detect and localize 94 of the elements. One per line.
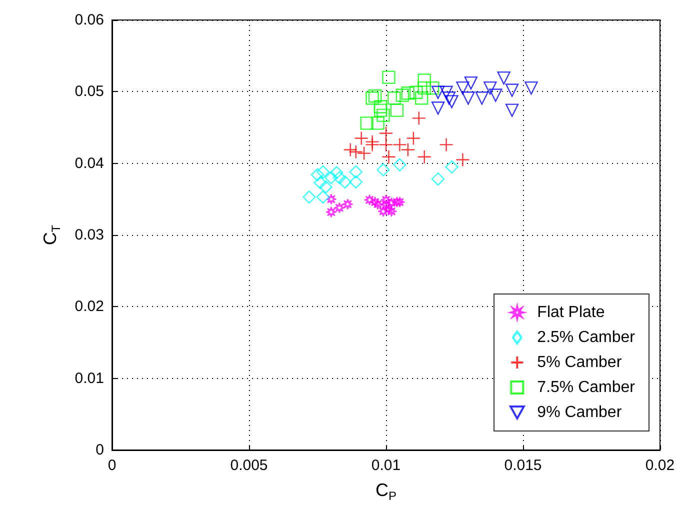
point (412, 111, 426, 126)
point (401, 86, 415, 100)
point (324, 171, 338, 184)
point (456, 81, 470, 95)
point (388, 92, 401, 105)
point (326, 194, 337, 205)
y-tick-label: 0.02 (74, 298, 104, 316)
point (319, 180, 332, 194)
legend-label: Flat Plate (537, 304, 605, 321)
point (380, 194, 392, 206)
point (394, 196, 406, 208)
point (365, 138, 380, 152)
point (378, 206, 389, 217)
point (316, 165, 330, 179)
point (364, 194, 376, 206)
point (442, 92, 456, 105)
point (456, 152, 470, 167)
point (439, 138, 454, 152)
x-tick-label: 0.005 (230, 457, 268, 474)
point (330, 166, 344, 180)
point (369, 196, 381, 208)
point (386, 206, 398, 217)
point (382, 70, 396, 84)
point (484, 81, 497, 95)
point (354, 131, 368, 146)
point (426, 81, 440, 95)
point (371, 116, 384, 130)
point (356, 146, 372, 160)
point (415, 92, 428, 105)
x-tick-label: 0.01 (371, 457, 401, 474)
x-tick-label: 0.02 (645, 457, 675, 474)
point (368, 89, 382, 103)
legend-label: 7.5% Camber (537, 379, 636, 396)
x-tick-label: 0 (108, 457, 116, 474)
point (391, 196, 403, 208)
point (314, 176, 327, 190)
y-tick-label: 0.04 (74, 154, 104, 172)
point (378, 126, 394, 140)
point (475, 92, 488, 105)
point (383, 204, 394, 215)
point (366, 92, 379, 105)
point (332, 171, 346, 184)
point (431, 86, 445, 99)
y-tick-label: 0 (96, 442, 104, 458)
point (360, 116, 374, 130)
point (372, 198, 384, 210)
point (334, 202, 346, 214)
point (376, 108, 390, 122)
y-tick-label: 0.03 (74, 226, 104, 244)
point (374, 100, 388, 114)
point (440, 86, 453, 99)
point (316, 190, 330, 204)
y-tick-label: 0.06 (74, 12, 104, 28)
point (417, 150, 432, 164)
point (497, 71, 510, 85)
point (406, 131, 420, 146)
legend-label: 2.5% Camber (537, 329, 636, 346)
point (396, 88, 410, 102)
point (445, 95, 458, 108)
point (431, 102, 445, 115)
point (489, 88, 502, 102)
x-tick-label: 0.015 (504, 457, 542, 474)
legend-label: 5% Camber (537, 354, 622, 371)
point (374, 104, 388, 117)
point (524, 81, 538, 95)
legend-label: 9% Camber (537, 404, 622, 421)
point (338, 175, 352, 189)
point (380, 199, 392, 210)
point (386, 197, 398, 208)
point (464, 76, 478, 90)
point (445, 160, 458, 174)
point (342, 198, 354, 210)
point (310, 168, 324, 182)
point (349, 165, 362, 179)
point (378, 138, 394, 152)
point (348, 144, 363, 159)
point (462, 92, 475, 105)
y-tick-label: 0.05 (74, 83, 104, 100)
point (376, 163, 390, 176)
point (505, 104, 519, 117)
point (431, 172, 445, 186)
point (505, 84, 519, 97)
point (349, 175, 362, 189)
point (418, 81, 431, 95)
point (382, 150, 396, 164)
point (343, 142, 358, 157)
point (326, 206, 337, 218)
y-axis-title: CT (40, 224, 63, 246)
point (393, 158, 406, 172)
point (410, 86, 423, 99)
point (390, 104, 404, 117)
y-tick-label: 0.01 (74, 370, 104, 387)
point (302, 190, 316, 204)
point (418, 74, 431, 87)
